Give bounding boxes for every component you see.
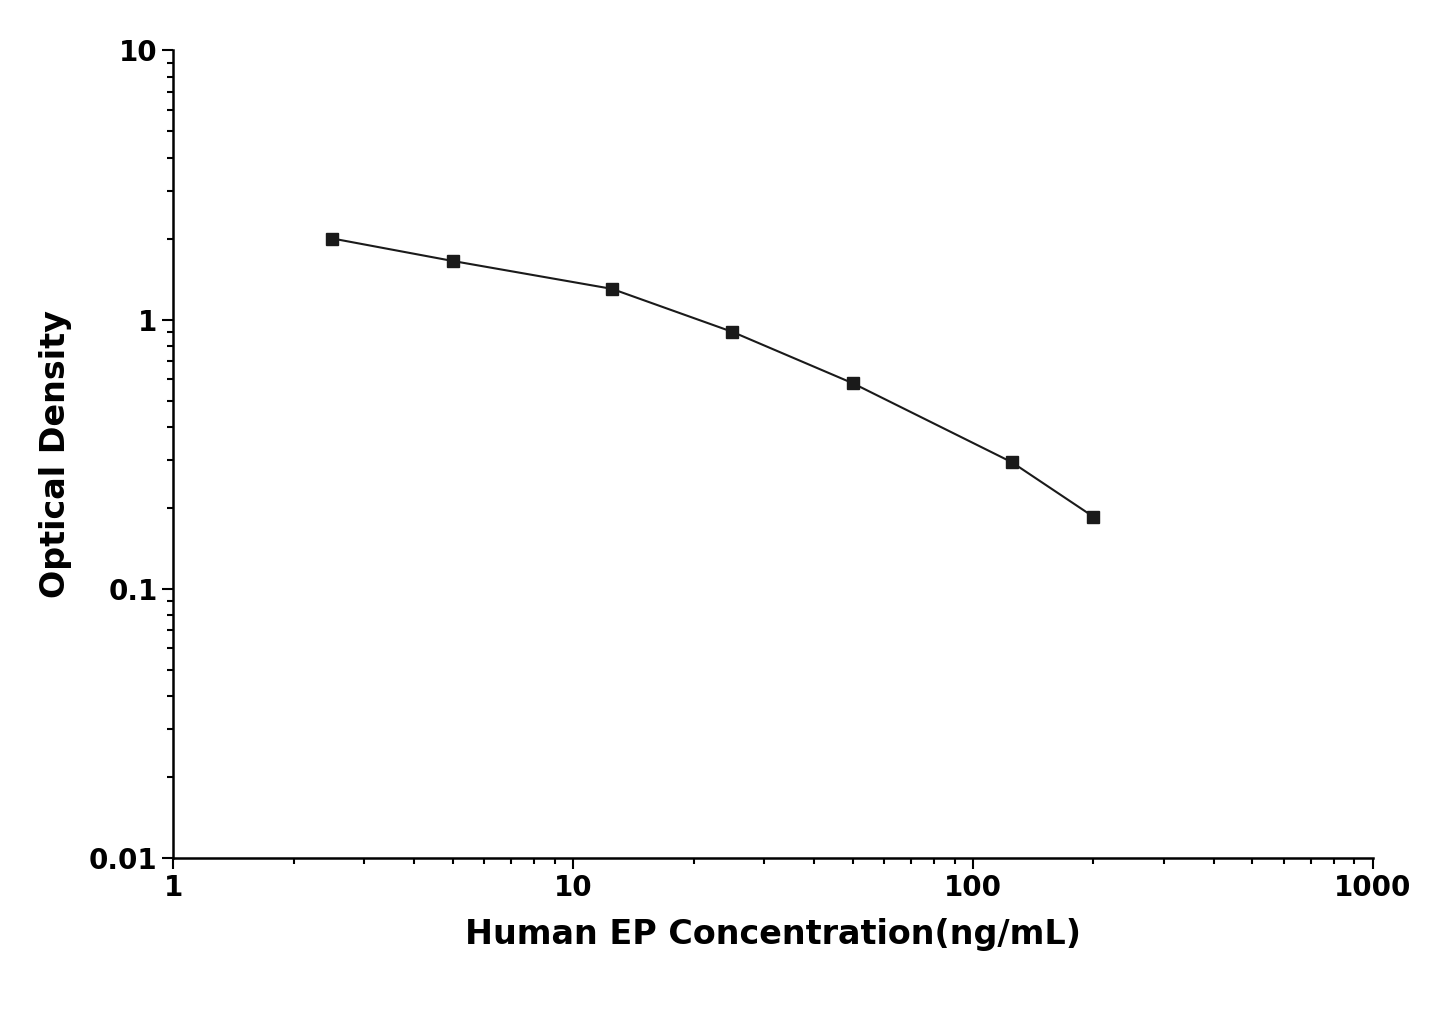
X-axis label: Human EP Concentration(ng/mL): Human EP Concentration(ng/mL) xyxy=(465,918,1081,951)
Y-axis label: Optical Density: Optical Density xyxy=(39,310,72,598)
